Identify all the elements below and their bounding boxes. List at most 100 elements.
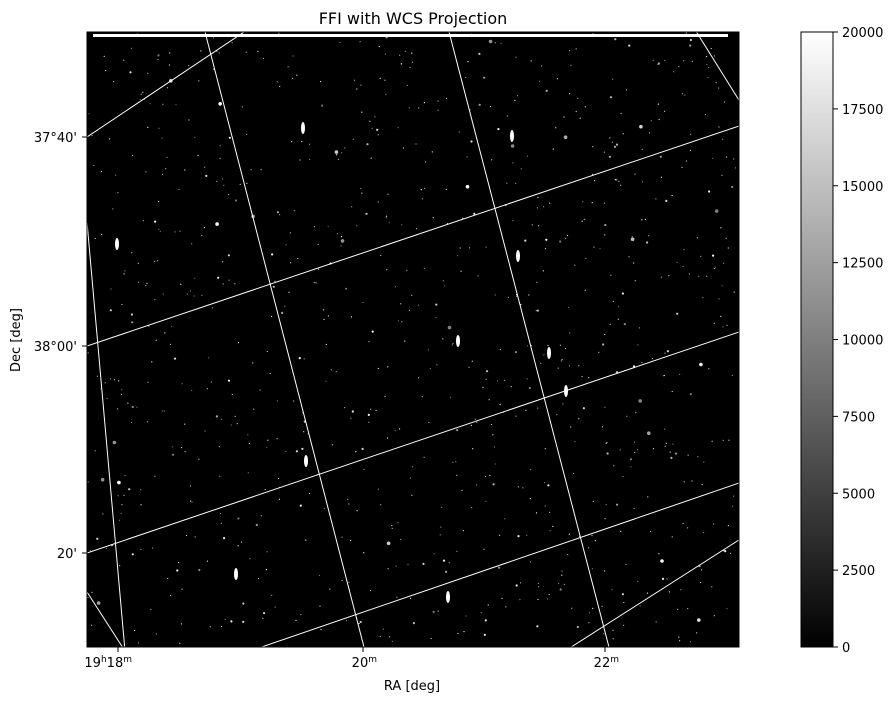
- dec-grid-line: [87, 32, 245, 138]
- star: [158, 127, 160, 129]
- star: [421, 198, 424, 200]
- bright-star: [115, 238, 119, 250]
- star: [131, 405, 134, 409]
- star: [218, 102, 222, 106]
- star: [400, 303, 402, 305]
- star: [201, 234, 203, 237]
- star: [460, 270, 462, 272]
- star: [318, 574, 320, 577]
- star: [697, 456, 699, 458]
- star: [541, 65, 543, 67]
- star: [245, 51, 247, 53]
- star: [445, 188, 447, 190]
- star: [701, 484, 703, 486]
- star: [689, 641, 692, 643]
- star: [188, 119, 190, 121]
- star: [377, 488, 379, 490]
- star: [181, 588, 183, 590]
- star: [707, 76, 709, 79]
- star: [152, 547, 154, 549]
- star: [411, 61, 413, 63]
- star: [514, 99, 516, 101]
- star: [711, 440, 713, 442]
- star: [146, 421, 148, 423]
- star: [112, 208, 114, 210]
- star: [363, 468, 365, 470]
- star: [584, 289, 586, 291]
- star: [560, 360, 563, 362]
- star: [682, 522, 684, 525]
- star: [572, 472, 575, 474]
- star: [658, 553, 660, 555]
- star: [274, 280, 276, 282]
- star: [569, 93, 571, 95]
- star: [293, 400, 295, 402]
- star: [150, 608, 152, 611]
- star: [289, 232, 291, 234]
- star: [404, 50, 406, 52]
- star: [100, 170, 102, 173]
- star: [411, 52, 413, 54]
- star: [679, 373, 681, 375]
- star: [680, 589, 682, 591]
- star: [288, 291, 290, 293]
- star: [485, 246, 487, 248]
- star: [409, 477, 412, 479]
- star: [112, 440, 117, 445]
- star: [506, 182, 508, 184]
- star: [526, 378, 528, 380]
- x-tick-label: 20m: [352, 655, 377, 671]
- star: [227, 194, 230, 196]
- star: [276, 438, 278, 440]
- star: [440, 526, 442, 528]
- star: [634, 451, 636, 453]
- star: [655, 198, 657, 200]
- star: [559, 240, 562, 243]
- star: [210, 381, 212, 383]
- star: [206, 388, 208, 390]
- star: [620, 184, 622, 186]
- star: [543, 354, 545, 356]
- star: [588, 622, 590, 624]
- star: [194, 536, 196, 538]
- star: [599, 248, 601, 250]
- star: [220, 625, 223, 628]
- star: [577, 97, 579, 99]
- star: [94, 450, 96, 452]
- star: [340, 239, 345, 243]
- star: [218, 52, 220, 54]
- star: [163, 410, 165, 412]
- star: [500, 42, 502, 44]
- star: [562, 403, 564, 405]
- star: [370, 408, 372, 410]
- star: [104, 382, 106, 384]
- star: [503, 379, 506, 381]
- star: [129, 71, 132, 74]
- star: [260, 169, 262, 171]
- star: [109, 309, 112, 312]
- star: [535, 309, 537, 312]
- star: [507, 296, 509, 298]
- star: [291, 77, 294, 79]
- y-axis-ticks: 37°40' 38°00' 20': [34, 131, 87, 562]
- star: [712, 157, 714, 160]
- star: [218, 446, 220, 448]
- star: [576, 625, 579, 629]
- star: [134, 629, 136, 632]
- star: [663, 375, 665, 377]
- star: [242, 602, 245, 605]
- star: [602, 343, 605, 346]
- star: [664, 352, 666, 354]
- star: [584, 106, 587, 108]
- star: [482, 386, 484, 388]
- star: [89, 550, 91, 552]
- star: [120, 393, 123, 395]
- star: [247, 472, 249, 474]
- star: [87, 596, 89, 599]
- star: [361, 192, 363, 194]
- star: [216, 50, 218, 52]
- star: [418, 107, 420, 109]
- star: [691, 60, 693, 63]
- star: [321, 104, 323, 106]
- star: [588, 612, 591, 614]
